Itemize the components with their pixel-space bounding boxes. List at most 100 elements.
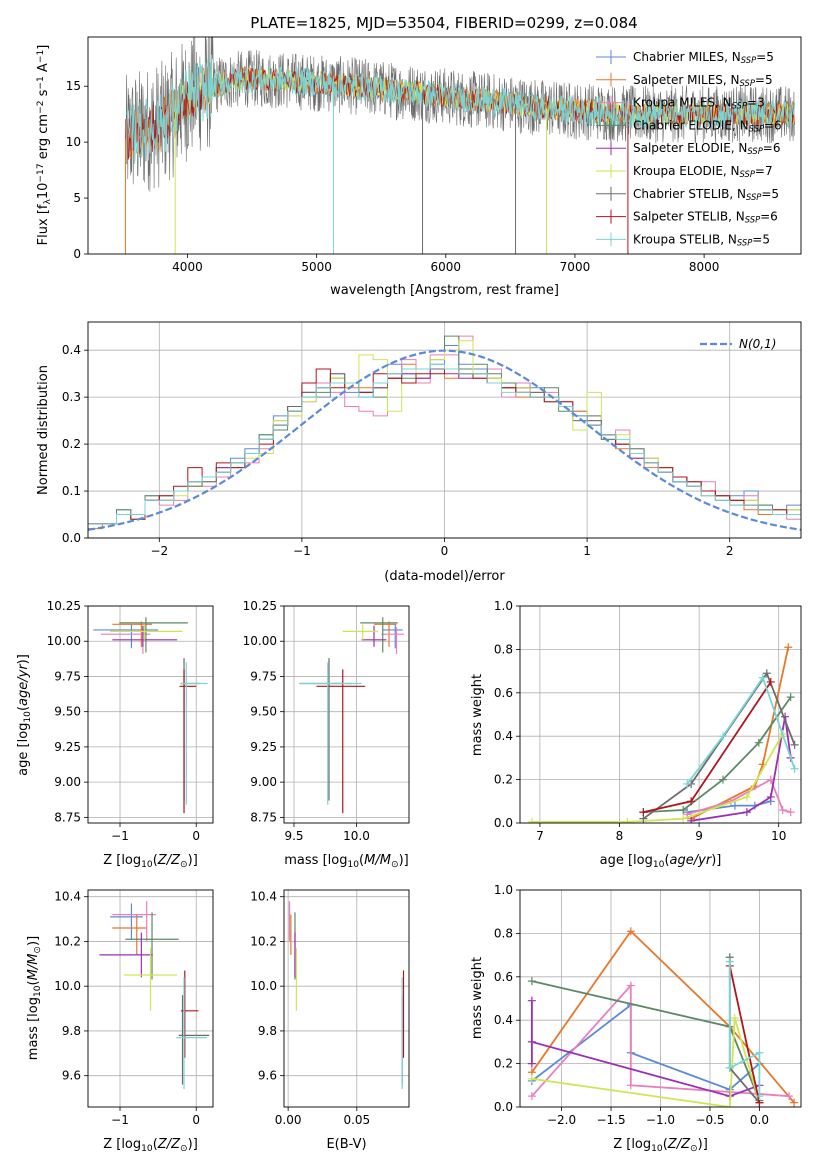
weight-line-kroupa-elodie (531, 1017, 761, 1107)
label-part: Z/Z (157, 1137, 181, 1152)
weight-marker (527, 996, 536, 1005)
weight-line-kroupa-stelib (686, 675, 796, 785)
legend-entry: Kroupa ELODIE, NSSP=7 (633, 164, 773, 179)
weight-marker (778, 805, 787, 814)
spectrum-axes: 4000 5000 6000 7000 8000 0 5 10 15 wavelength [An… (36, 36, 802, 298)
x-tick-label: 1 (583, 544, 591, 558)
x-tick-label: −0.5 (695, 1113, 724, 1127)
legend-entry: Chabrier ELODIE, NSSP=6 (633, 118, 782, 133)
y-tick-label: 0.2 (494, 1057, 513, 1071)
x-tick-label: 0.00 (275, 1113, 302, 1127)
weight-marker (790, 740, 799, 749)
label-part: 10 (33, 985, 43, 997)
label-part: )] (698, 1137, 708, 1152)
y-tick-label: 9.6 (62, 1069, 81, 1083)
histogram-kroupa-stelib (88, 363, 801, 525)
weight-line-chabrier-miles (531, 1003, 760, 1091)
label-part: Z/Z (157, 853, 181, 868)
mass-vs-metallicity-axes: −1 09.69.810.010.210.4Z [log10(Z/Z⊙)]mass… (26, 889, 214, 1154)
label-part: ( (663, 1137, 668, 1152)
label-part: Kroupa MILES, N (633, 96, 732, 110)
label-part: SSP (732, 101, 748, 111)
y-tick-label: 0 (73, 247, 81, 261)
label-part: =6 (764, 118, 782, 132)
label-part: Chabrier STELIB, N (633, 187, 746, 201)
label-part: SSP (747, 147, 763, 157)
weight-marker (730, 1014, 739, 1023)
weight-marker (718, 775, 727, 784)
weight-marker (758, 673, 767, 682)
weight-marker (626, 927, 635, 936)
label-part: Z [log (103, 1137, 141, 1152)
label-part: Kroupa STELIB, N (633, 232, 737, 246)
y-tick-label: 9.8 (62, 1024, 81, 1038)
y-tick-label: 10.00 (243, 634, 277, 648)
y-tick-label: 0.6 (494, 970, 513, 984)
x-tick-label: −1.0 (646, 1113, 675, 1127)
plot-area (288, 901, 405, 1090)
x-tick-label: −1 (293, 544, 311, 558)
y-tick-label: 0.6 (494, 686, 513, 700)
label-part: )] (711, 853, 721, 868)
weight-marker (785, 1092, 794, 1101)
age-vs-mass-axes: 9.5 10.0 8.75 9.00 9.25 9.50 9.75 10.00 10.25 mas… (243, 599, 410, 870)
label-part: SSP (745, 215, 761, 225)
weight-marker (742, 792, 751, 801)
axes-frame (87, 889, 214, 1108)
y-axis-label: mass weight (470, 957, 485, 1039)
x-axis-label: age [log10(age/yr)] (600, 853, 722, 870)
weight-marker (527, 1092, 536, 1101)
x-axis-label: (data-model)/error (384, 569, 505, 584)
y-tick-label: 10.0 (250, 979, 277, 993)
legend-entry: Chabrier STELIB, NSSP=5 (633, 187, 779, 202)
weight-marker (626, 981, 635, 990)
weight-marker (766, 677, 775, 686)
label-part: Salpeter ELODIE, N (633, 141, 747, 155)
axes-frame (519, 605, 802, 824)
y-tick-label: 10.00 (47, 634, 81, 648)
x-axis-label: Z [log10(Z/Z⊙)] (103, 1137, 198, 1154)
label-part: 10 (141, 860, 153, 870)
label-part: )] (188, 853, 198, 868)
label-part: =5 (761, 187, 779, 201)
legend-entry: Kroupa STELIB, NSSP=5 (633, 232, 770, 247)
y-tick-label: 10.2 (54, 934, 81, 948)
y-tick-label: 9.00 (54, 775, 81, 789)
label-part: =7 (755, 164, 773, 178)
x-tick-label: 0.05 (343, 1113, 370, 1127)
label-part: erg cm (36, 114, 51, 163)
x-axis-label: Z [log10(Z/Z⊙)] (103, 853, 198, 870)
x-tick-label: 4000 (172, 260, 203, 274)
label-part: −1 (36, 50, 46, 63)
y-tick-label: 0.3 (62, 390, 81, 404)
label-part: =6 (763, 141, 781, 155)
weight-line-salpeter-miles (531, 929, 795, 1104)
label-part: ( (664, 853, 669, 868)
x-tick-label: −1 (111, 829, 129, 843)
x-tick-label: 0 (441, 544, 449, 558)
x-tick-label: 8 (616, 829, 624, 843)
x-tick-label: 0 (192, 829, 200, 843)
x-tick-label: −2 (150, 544, 168, 558)
weight-marker (762, 669, 771, 678)
x-axis-label: Z [log10(Z/Z⊙)] (613, 1137, 708, 1154)
weight-marker (527, 1074, 536, 1083)
weight-marker (784, 643, 793, 652)
label-part: =5 (755, 73, 773, 87)
label-part: )] (188, 1137, 198, 1152)
x-tick-label: −1.5 (596, 1113, 625, 1127)
label-part: Chabrier ELODIE, N (633, 118, 749, 132)
x-tick-label: 10 (771, 829, 786, 843)
label-part: SSP (740, 78, 756, 88)
x-axis-label: wavelength [Angstrom, rest frame] (330, 283, 559, 298)
label-part: SSP (749, 124, 765, 134)
y-tick-label: 0.4 (494, 729, 513, 743)
label-part: −17 (36, 163, 46, 182)
plot-area (527, 927, 799, 1107)
y-tick-label: 9.00 (250, 775, 277, 789)
label-part: ( (359, 853, 364, 868)
y-axis-label: Flux [fλ10−17 erg cm−2 s−1 A−1] (36, 45, 53, 246)
y-tick-label: 0.4 (494, 1013, 513, 1027)
